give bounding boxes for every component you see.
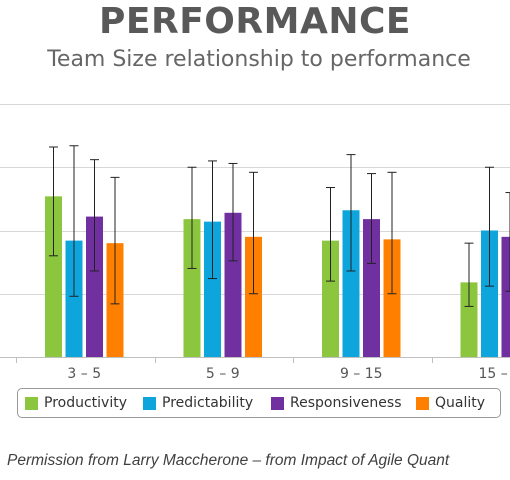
- legend-label: Predictability: [162, 395, 254, 411]
- bar-predictability-3: [481, 230, 498, 357]
- bar-responsiveness-2: [363, 219, 380, 357]
- error-bar-responsiveness-0: [90, 159, 99, 272]
- legend: Productivity Predictability Responsiveness…: [17, 388, 501, 418]
- error-bar-predictability-3: [485, 166, 494, 287]
- legend-label: Productivity: [44, 395, 127, 411]
- bar-responsiveness-1: [224, 212, 242, 357]
- error-bar-productivity-2: [326, 186, 335, 282]
- error-bar-responsiveness-2: [367, 173, 376, 264]
- bar-responsiveness-3: [501, 236, 510, 357]
- bar-productivity-3: [460, 282, 478, 357]
- bar-predictability-1: [204, 221, 221, 357]
- x-axis: 3 – 5 5 – 9 9 – 15 15 – 2: [16, 357, 510, 382]
- error-bar-quality-1: [249, 171, 258, 295]
- error-bar-predictability-1: [208, 160, 217, 280]
- error-bar-productivity-0: [49, 146, 58, 257]
- chart-subtitle: Team Size relationship to performance: [47, 47, 471, 72]
- x-tick-label: 9 – 15: [340, 366, 383, 382]
- bars: [45, 196, 510, 357]
- bar-productivity-0: [45, 196, 62, 357]
- bar-productivity-1: [183, 219, 201, 357]
- error-bar-predictability-2: [346, 154, 356, 272]
- gridlines: [0, 104, 510, 358]
- bar-responsiveness-0: [86, 216, 103, 357]
- chart-title: PERFORMANCE: [99, 1, 411, 42]
- error-bar-responsiveness-1: [228, 162, 238, 262]
- error-bar-quality-2: [387, 171, 397, 295]
- bar-productivity-2: [322, 240, 339, 357]
- error-bar-predictability-0: [69, 145, 79, 297]
- bar-quality-2: [383, 239, 401, 357]
- legend-swatch: [25, 397, 38, 410]
- legend-label: Quality: [435, 395, 486, 411]
- error-bar-quality-0: [110, 176, 120, 305]
- legend-swatch: [143, 397, 156, 410]
- x-tick-label: 15 – 2: [478, 366, 510, 382]
- error-bar-productivity-3: [464, 242, 474, 307]
- legend-swatch: [271, 397, 284, 410]
- x-tick-label: 5 – 9: [206, 366, 240, 382]
- error-bar-responsiveness-3: [505, 192, 510, 292]
- bar-predictability-2: [342, 210, 360, 357]
- error-bars: [49, 145, 510, 307]
- bar-quality-1: [245, 236, 262, 357]
- bar-chart: 3 – 5 5 – 9 9 – 15 15 – 2: [0, 104, 510, 382]
- legend-label: Responsiveness: [290, 395, 402, 411]
- x-tick-label: 3 – 5: [67, 366, 101, 382]
- legend-swatch: [416, 397, 429, 410]
- source-caption: Permission from Larry Maccherone – from …: [7, 452, 450, 469]
- bar-predictability-0: [65, 240, 83, 357]
- error-bar-productivity-1: [187, 166, 197, 269]
